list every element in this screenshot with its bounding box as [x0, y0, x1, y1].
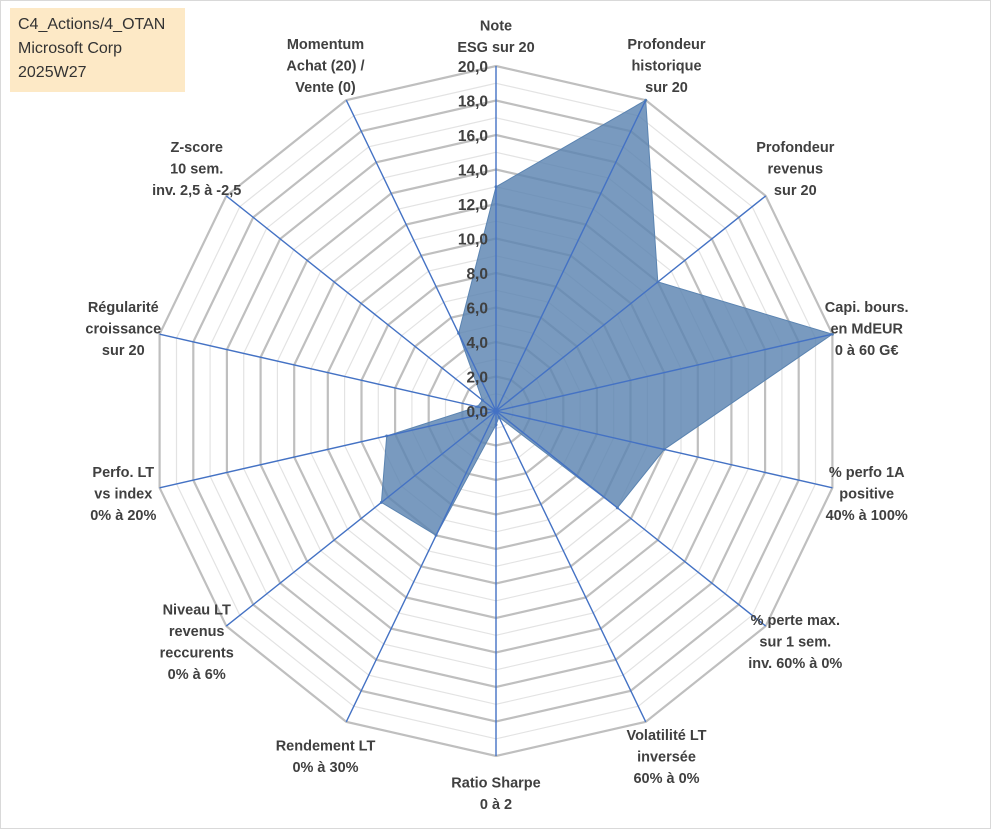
tick-label: 6,0 [466, 301, 488, 318]
info-line-portfolio: C4_Actions/4_OTAN [18, 16, 166, 33]
tick-label: 0,0 [466, 404, 488, 421]
axis-label: Ratio Sharpe 0 à 2 [451, 775, 540, 813]
axis-spoke [495, 333, 833, 412]
axis-label: Capi. bours. en MdEUR 0 à 60 G€ [825, 300, 909, 359]
info-box: C4_Actions/4_OTAN Microsoft Corp 2025W27 [10, 8, 185, 92]
axis-label: Z-score 10 sem. inv. 2,5 à -2,5 [152, 140, 241, 199]
axis-spoke [495, 410, 647, 723]
axis-label: Niveau LT revenus reccurents 0% à 6% [160, 602, 234, 683]
axis-spoke [495, 195, 767, 412]
axis-label: Régularité croissance sur 20 [85, 300, 161, 359]
axis-labels: Note ESG sur 20 Profondeur historique sur 20… [85, 19, 908, 813]
tick-label: 2,0 [466, 370, 488, 387]
axis-lines [159, 66, 833, 756]
axis-label: % perte max. sur 1 sem. inv. 60% à 0% [748, 613, 842, 672]
tick-label: 20,0 [458, 59, 488, 76]
axis-spoke [345, 410, 497, 723]
axis-spoke [495, 99, 647, 412]
info-line-company: Microsoft Corp [18, 40, 123, 57]
tick-label: 16,0 [458, 128, 488, 145]
axis-label: Volatilité LT inversée 60% à 0% [626, 728, 706, 787]
axis-label: % perfo 1A positive 40% à 100% [826, 465, 908, 524]
axis-spoke [495, 410, 833, 489]
axis-spoke [159, 333, 497, 412]
axis-label: Perfo. LT vs index 0% à 20% [90, 465, 156, 524]
axis-label: Momentum Achat (20) / Vente (0) [286, 37, 364, 96]
info-line-week: 2025W27 [18, 64, 87, 81]
tick-label: 4,0 [466, 335, 488, 352]
axis-label: Rendement LT 0% à 30% [276, 739, 376, 777]
axis-spoke [225, 410, 497, 627]
axis-label: Note ESG sur 20 [457, 19, 534, 57]
axis-spoke [225, 195, 497, 412]
tick-label: 12,0 [458, 197, 488, 214]
tick-label: 8,0 [466, 266, 488, 283]
axis-spoke [495, 410, 767, 627]
axis-spoke [345, 99, 497, 412]
radial-tick-labels: 0,0 2,0 4,0 6,0 8,0 10,0 12,0 14,0 16,0 18,0 20,0 [458, 59, 488, 421]
axis-label: Profondeur historique sur 20 [627, 37, 705, 96]
axis-spoke [159, 410, 497, 489]
tick-label: 14,0 [458, 163, 488, 180]
tick-label: 10,0 [458, 232, 488, 249]
tick-label: 18,0 [458, 94, 488, 111]
axis-label: Profondeur revenus sur 20 [756, 140, 834, 199]
